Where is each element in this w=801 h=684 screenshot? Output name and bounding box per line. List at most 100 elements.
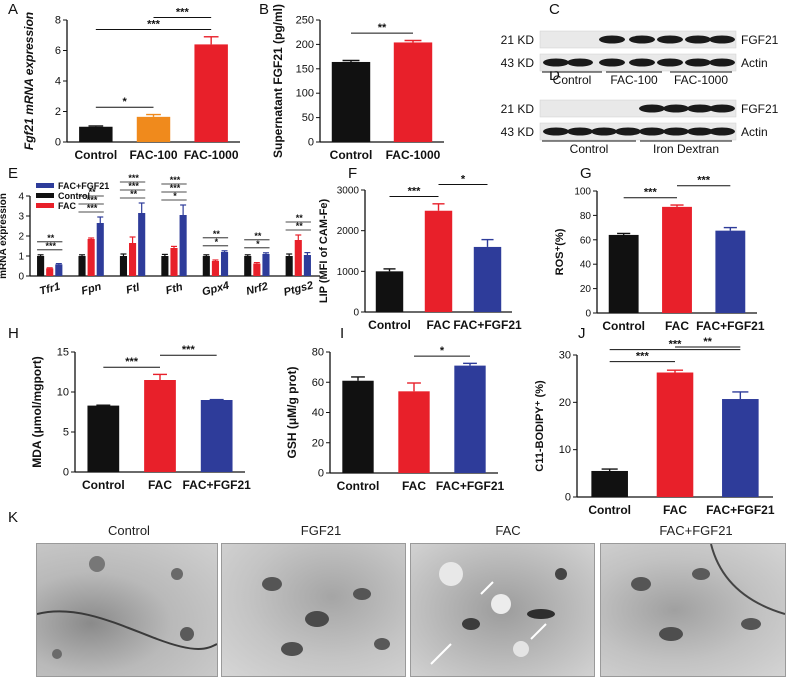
category-label-fac: FAC — [427, 318, 451, 332]
category-label-control: Control — [602, 319, 645, 333]
y-tick-label-e: 0 — [18, 272, 24, 283]
significance-label: ** — [254, 231, 262, 241]
bar-ftl-2 — [138, 213, 146, 276]
bar-gpx4-0 — [202, 256, 210, 276]
y-tick-label-e: 3 — [18, 212, 24, 223]
significance-label: * — [440, 345, 445, 357]
significance-label: ** — [213, 229, 221, 239]
significance-label: *** — [176, 6, 190, 18]
y-tick-label-j: 0 — [565, 492, 571, 504]
blot-band — [663, 104, 689, 113]
category-label-ptgs2: Ptgs2 — [282, 279, 314, 298]
category-label-fac: FAC — [663, 503, 687, 517]
significance-label: * — [215, 237, 219, 247]
em-title-fgf21: FGF21 — [300, 523, 342, 538]
bar-control — [608, 234, 639, 313]
blot-band — [599, 58, 625, 67]
blot-band — [639, 127, 665, 136]
panel-letter-g: G — [580, 165, 592, 182]
chart-panels: 0 2 4 6 8 Fgf21 mRNA expression Control FAC-100… — [0, 4, 775, 517]
panel-letters: A B C D E F G H I J K — [8, 1, 592, 526]
bar-fth-0 — [161, 256, 169, 276]
bar-control — [375, 271, 404, 312]
y-tick-label-h: 10 — [57, 387, 69, 399]
blot-group-label-d-1: Iron Dextran — [653, 142, 719, 156]
category-label-fac+fgf21: FAC+FGF21 — [453, 318, 522, 332]
significance-label: * — [173, 191, 177, 201]
significance-label: *** — [128, 181, 139, 191]
bar-fac+fgf21 — [454, 365, 486, 473]
bar-ptgs2-0 — [285, 256, 293, 276]
bar-ptgs2-1 — [294, 240, 302, 276]
blot-band — [709, 58, 735, 67]
bar-ftl-0 — [119, 256, 128, 276]
panel-letter-d: D — [549, 67, 560, 84]
blot-band — [615, 127, 641, 136]
y-tick-label-i: 0 — [318, 468, 324, 480]
category-label-fpn: Fpn — [80, 281, 103, 298]
bar-control — [591, 470, 628, 497]
y-tick-label-e: 2 — [18, 232, 24, 243]
bar-control — [87, 405, 120, 472]
blot-band — [599, 35, 625, 44]
y-tick-label-j: 30 — [559, 350, 571, 362]
category-label-control: Control — [75, 148, 118, 162]
significance-label: ** — [703, 336, 712, 348]
bar-fac+fgf21 — [473, 246, 502, 312]
bar-ptgs2-2 — [303, 255, 311, 276]
y-tick-label-e: 1 — [18, 252, 24, 263]
y-axis-label-i: GSH (μM/g prot) — [285, 367, 299, 459]
panel-letter-h: H — [8, 325, 19, 342]
significance-label: *** — [408, 186, 422, 198]
significance-label: *** — [87, 203, 98, 213]
bar-fac — [662, 206, 692, 313]
legend-swatch-2 — [36, 203, 54, 208]
blot-size-label-d-0: 21 KD — [501, 102, 535, 116]
legend-label-0: FAC+FGF21 — [58, 181, 109, 191]
category-label-fac-1000: FAC-1000 — [184, 148, 239, 162]
blot-band — [709, 35, 735, 44]
category-label-fac+fgf21: FAC+FGF21 — [436, 479, 505, 493]
y-tick-label-b: 150 — [296, 63, 314, 75]
y-tick-label-a: 0 — [55, 137, 61, 149]
bar-gpx4-1 — [211, 261, 219, 276]
legend-label-1: Control — [58, 191, 90, 201]
y-axis-label-e: mRNA expression — [0, 193, 9, 279]
blot-band — [685, 58, 711, 67]
blot-band — [663, 127, 689, 136]
bar-fac — [656, 372, 694, 497]
panel-letter-b: B — [259, 1, 269, 18]
blot-protein-label-c-0: FGF21 — [741, 33, 779, 47]
bar-control — [79, 126, 113, 142]
bar-fac — [424, 210, 453, 312]
y-axis-label-h: MDA (μmol/mgport) — [30, 356, 44, 468]
bar-nrf2-2 — [262, 254, 270, 276]
western-blots: 21 KD FGF21 43 KD Actin Control FAC-100 FAC-10… — [501, 30, 779, 156]
em-image-control — [36, 543, 218, 677]
y-tick-label-h: 15 — [57, 347, 69, 359]
blot-size-label-c-0: 21 KD — [501, 33, 535, 47]
blot-band — [657, 58, 683, 67]
y-tick-label-g: 60 — [580, 235, 592, 246]
blot-size-label-c-1: 43 KD — [501, 56, 535, 70]
category-label-control: Control — [82, 478, 125, 492]
y-tick-label-f: 1000 — [337, 267, 360, 278]
category-label-fth: Fth — [164, 281, 184, 297]
legend-swatch-0 — [36, 183, 54, 188]
panel-letter-e: E — [8, 165, 18, 182]
significance-label: *** — [87, 195, 98, 205]
category-label-fac: FAC — [665, 319, 689, 333]
bar-fac-100 — [136, 116, 171, 142]
y-tick-label-g: 40 — [580, 260, 592, 271]
y-tick-label-j: 20 — [559, 397, 571, 409]
legend-swatch-1 — [36, 193, 54, 198]
blot-protein-label-d-0: FGF21 — [741, 102, 779, 116]
y-tick-label-f: 0 — [353, 308, 359, 319]
blot-band — [629, 35, 655, 44]
bar-ftl-1 — [129, 243, 137, 276]
panel-letter-i: I — [340, 325, 344, 342]
y-tick-label-b: 50 — [302, 112, 314, 124]
significance-label: *** — [170, 183, 181, 193]
y-tick-label-g: 0 — [585, 309, 591, 320]
blot-band — [687, 127, 713, 136]
